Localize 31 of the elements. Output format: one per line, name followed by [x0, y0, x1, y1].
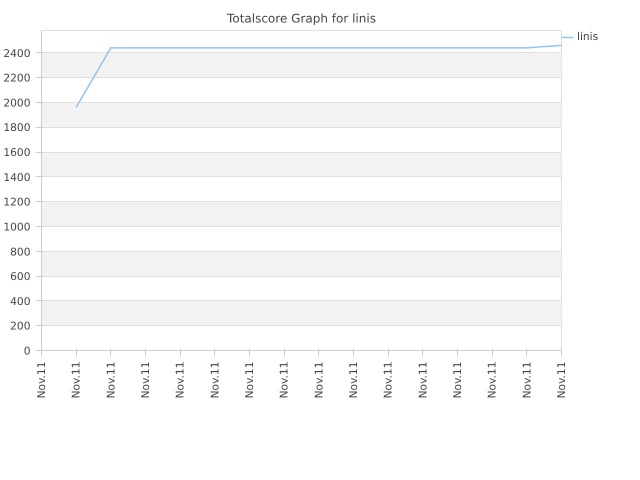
y-tick-label: 1800	[3, 121, 31, 134]
y-tick-label: 400	[10, 294, 31, 308]
x-tick-label: Nov.11	[486, 361, 499, 398]
x-tick-label: Nov.11	[208, 361, 222, 398]
x-tick-label: Nov.11	[347, 361, 360, 398]
x-tick-label: Nov.11	[104, 361, 118, 398]
y-tick-label: 800	[10, 245, 31, 258]
chart-title: Totalscore Graph for linis	[226, 12, 376, 26]
x-tick-label: Nov.11	[555, 361, 568, 398]
x-tick-label: Nov.11	[70, 361, 83, 398]
y-tick-label: 1200	[3, 196, 31, 209]
x-tick-label: Nov.11	[520, 361, 534, 398]
x-tick-label: Nov.11	[35, 361, 48, 398]
x-tick-label: Nov.11	[416, 361, 430, 398]
y-tick-label: 600	[10, 270, 31, 284]
x-tick-label: Nov.11	[174, 361, 187, 398]
x-tick-label: Nov.11	[451, 361, 464, 398]
y-tick-label: 2400	[3, 46, 31, 60]
y-tick-label: 1400	[3, 170, 31, 184]
x-tick-label: Nov.11	[278, 361, 291, 398]
y-tick-label: 2000	[3, 96, 31, 110]
y-tick-label: 1600	[3, 146, 31, 160]
y-tick-label: 1000	[3, 220, 31, 234]
legend-label: linis	[577, 30, 598, 43]
x-tick-label: Nov.11	[312, 361, 326, 398]
y-tick-label: 2200	[3, 72, 31, 85]
y-tick-label: 0	[24, 344, 31, 358]
x-tick-label: Nov.11	[139, 361, 152, 398]
x-tick-label: Nov.11	[382, 361, 395, 398]
y-tick-label: 200	[10, 320, 31, 333]
x-tick-label: Nov.11	[243, 361, 256, 398]
